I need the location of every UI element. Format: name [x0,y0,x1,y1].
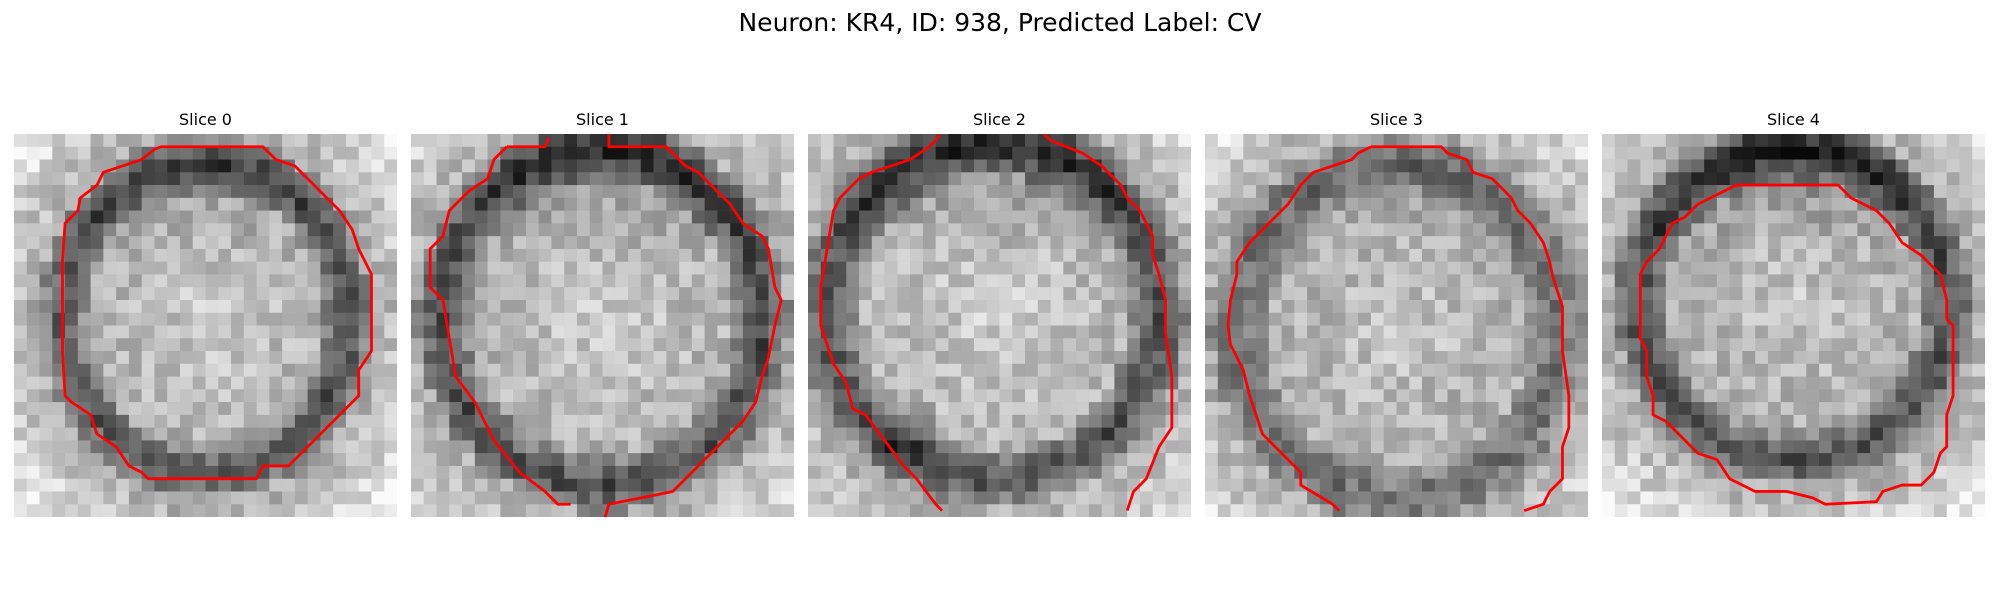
slice-2-title: Slice 2 [973,110,1026,129]
cell-contour-line [1226,145,1571,512]
slice-0-title: Slice 0 [179,110,232,129]
slice-3-image [1205,134,1588,517]
slice-4-title: Slice 4 [1767,110,1820,129]
cell-contour-line [1638,183,1955,506]
slice-1-image [411,134,794,517]
cell-contour-line [428,134,783,517]
slice-0-image [14,134,397,517]
figure-title: Neuron: KR4, ID: 938, Predicted Label: C… [738,8,1262,37]
slice-3-title: Slice 3 [1370,110,1423,129]
cell-contour-line [819,134,1174,512]
slice-4-image [1602,134,1985,517]
cell-contour-line [61,145,373,481]
slice-1-title: Slice 1 [576,110,629,129]
slice-2-image [808,134,1191,517]
